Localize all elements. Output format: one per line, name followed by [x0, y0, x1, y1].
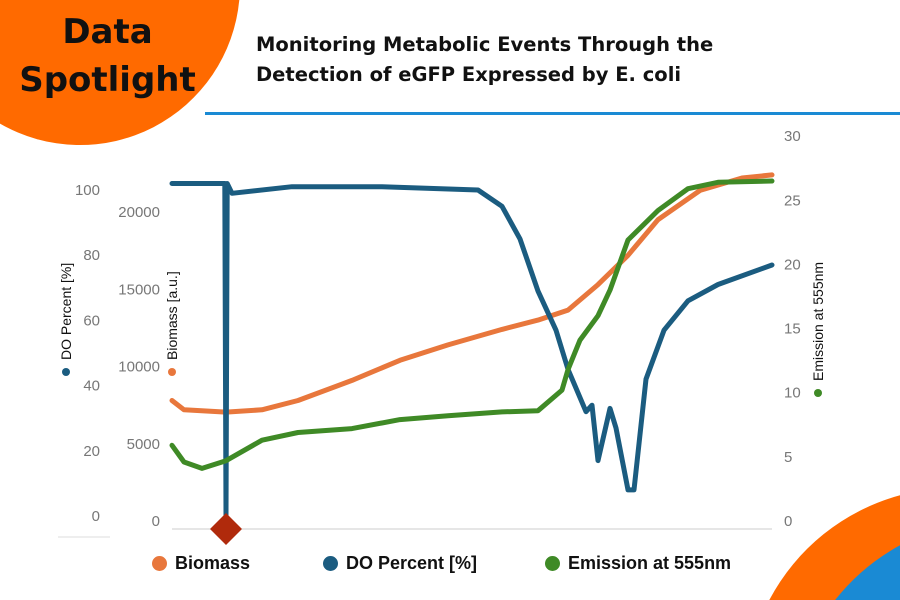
data-spotlight-badge: Data Spotlight — [0, 8, 215, 104]
emission-tick-label: 5 — [784, 449, 792, 466]
do-axis-label: DO Percent [%] — [58, 263, 74, 376]
biomass-tick-label: 15000 — [118, 281, 160, 298]
do-tick-label: 0 — [92, 508, 100, 525]
do-axis-label-text: DO Percent [%] — [58, 263, 74, 360]
do-tick-label: 60 — [83, 312, 100, 329]
do-tick-label: 40 — [83, 378, 100, 395]
event-marker-diamond — [210, 513, 242, 545]
do-tick-label: 20 — [83, 443, 100, 460]
legend-dot-biomass — [152, 556, 167, 571]
series-line-emission — [169, 178, 775, 471]
emission-axis-label-dot — [814, 389, 822, 397]
chart-title: Monitoring Metabolic Events Through the … — [256, 30, 713, 90]
decorative-orange-circle — [0, 0, 240, 146]
legend-dot-emission — [545, 556, 560, 571]
do-tick-label: 100 — [75, 182, 100, 199]
emission-tick-label: 10 — [784, 385, 801, 402]
legend-dot-do — [323, 556, 338, 571]
emission-tick-label: 25 — [784, 192, 801, 209]
biomass-axis-label: Biomass [a.u.] — [164, 271, 180, 376]
legend-label: Biomass — [175, 553, 251, 573]
title-line-1: Monitoring Metabolic Events Through the — [256, 33, 714, 56]
emission-axis-label: Emission at 555nm — [810, 262, 826, 397]
emission-tick-label: 15 — [784, 321, 801, 338]
legend-label: DO Percent [%] — [346, 553, 478, 573]
decorative-blue-arc — [835, 545, 900, 600]
biomass-axis-label-text: Biomass [a.u.] — [164, 271, 180, 360]
title-divider — [205, 112, 900, 115]
legend-label: Emission at 555nm — [568, 553, 732, 573]
biomass-axis-label-dot — [168, 368, 176, 376]
emission-tick-label: 0 — [784, 513, 792, 530]
emission-tick-label: 20 — [784, 256, 801, 273]
do-tick-label: 80 — [83, 247, 100, 264]
emission-axis-label-text: Emission at 555nm — [810, 262, 826, 381]
legend-do: DO Percent [%] — [323, 553, 477, 574]
title-line-2: Detection of eGFP Expressed by E. coli — [256, 63, 682, 86]
badge-line-1: Data — [62, 12, 153, 52]
series-line-biomass — [169, 172, 775, 415]
biomass-tick-label: 5000 — [127, 436, 160, 453]
legend-biomass: Biomass — [152, 553, 250, 574]
biomass-tick-label: 20000 — [118, 204, 160, 221]
biomass-tick-label: 10000 — [118, 359, 160, 376]
biomass-tick-label: 0 — [152, 513, 160, 530]
legend-emission: Emission at 555nm — [545, 553, 731, 574]
do-axis-label-dot — [62, 368, 70, 376]
series-line-do — [169, 181, 775, 519]
badge-line-2: Spotlight — [19, 60, 196, 100]
emission-tick-label: 30 — [784, 128, 801, 145]
